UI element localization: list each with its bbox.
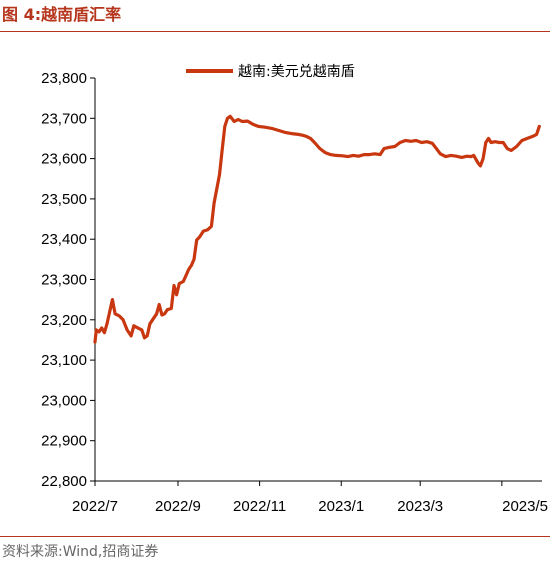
y-tick-label: 23,700 xyxy=(41,110,87,127)
figure-title: 图 4:越南盾汇率 xyxy=(2,2,121,28)
x-tick-label: 2023/3 xyxy=(397,498,443,515)
chart-legend: 越南:美元兑越南盾 xyxy=(186,64,355,80)
y-tick-label: 23,100 xyxy=(41,352,87,369)
y-tick-label: 22,800 xyxy=(41,473,87,490)
y-axis-ticks: 22,800 22,900 23,000 23,100 23,200 23,300 23,4… xyxy=(41,70,95,490)
figure-label: 图 4: xyxy=(2,5,42,24)
y-tick-label: 22,900 xyxy=(41,433,87,450)
chart-axes xyxy=(94,78,542,482)
source-divider xyxy=(0,536,550,537)
line-chart: 22,800 22,900 23,000 23,100 23,200 23,300 23,4… xyxy=(41,64,548,515)
x-tick-label: 2022/9 xyxy=(155,498,201,515)
title-divider xyxy=(0,31,550,32)
figure-title-text: 越南盾汇率 xyxy=(41,5,122,24)
source-note: 资料来源:Wind,招商证券 xyxy=(2,544,159,560)
y-tick-label: 23,200 xyxy=(41,312,87,329)
y-tick-label: 23,000 xyxy=(41,392,87,409)
x-tick-label: 2023/5 xyxy=(502,498,548,515)
x-tick-label: 2022/7 xyxy=(72,498,118,515)
legend-label: 越南:美元兑越南盾 xyxy=(238,64,355,80)
y-tick-label: 23,600 xyxy=(41,151,87,168)
y-tick-label: 23,400 xyxy=(41,231,87,248)
series-line xyxy=(93,114,541,344)
y-tick-label: 23,300 xyxy=(41,272,87,289)
y-tick-label: 23,500 xyxy=(41,191,87,208)
series-layer xyxy=(93,114,541,344)
x-axis-ticks: 2022/7 2022/9 2022/11 2023/1 2023/3 2023/5 xyxy=(72,481,548,515)
x-tick-label: 2023/1 xyxy=(318,498,364,515)
x-tick-label: 2022/11 xyxy=(233,498,286,515)
y-tick-label: 23,800 xyxy=(41,70,87,87)
